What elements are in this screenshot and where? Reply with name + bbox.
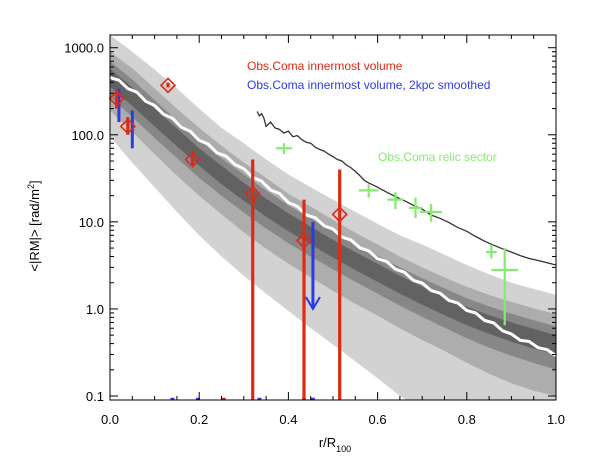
red-innermost-point (184, 151, 201, 168)
x-tick-label: 0.6 (369, 412, 387, 427)
relic-sector-line (256, 111, 556, 266)
green-relic-point (485, 244, 497, 259)
scatter-bands-layer (110, 35, 556, 400)
x-tick-label: 0.2 (190, 412, 208, 427)
relic-line-layer (256, 111, 556, 266)
band-inner (110, 61, 556, 370)
median-line (110, 76, 556, 357)
x-tick-label: 1.0 (547, 412, 565, 427)
x-tick-label: 0.0 (101, 412, 119, 427)
green-relic-point (275, 143, 292, 155)
blue-upper-limit-arrow (305, 221, 321, 311)
band-core (110, 69, 556, 355)
green-relic-point (408, 197, 423, 219)
red-innermost-point (331, 169, 348, 400)
y-axis-title-main: <|RM|> [rad/m (27, 189, 42, 272)
red-innermost-point (108, 89, 125, 109)
legend-layer: Obs.Coma innermost volume Obs.Coma innerm… (247, 59, 497, 164)
green-relic-point (491, 248, 519, 326)
svg-text:<|RM|> [rad/m2]: <|RM|> [rad/m2] (26, 180, 42, 271)
y-tick-label: 1.0 (86, 302, 104, 317)
red-innermost-point (119, 117, 136, 135)
legend-entry: Obs.Coma innermost volume, 2kpc smoothed (247, 78, 490, 92)
x-axis-title-main: r/R (319, 435, 336, 450)
y-axis-title-sup: 2 (26, 184, 36, 189)
y-tick-label: 0.1 (86, 389, 104, 404)
y-axis-title: <|RM|> [rad/m2] (26, 180, 42, 271)
y-tick-label: 1000.0 (64, 41, 104, 56)
legend-entry: Obs.Coma relic sector (378, 150, 497, 164)
green-relic-point (387, 192, 404, 210)
svg-text:r/R100: r/R100 (319, 435, 351, 454)
x-axis-title-sub: 100 (336, 444, 351, 454)
y-tick-label: 10.0 (79, 215, 104, 230)
x-axis-title: r/R100 (319, 435, 351, 454)
x-tick-label: 0.4 (279, 412, 297, 427)
y-tick-label: 100.0 (71, 128, 104, 143)
x-tick-label: 0.8 (458, 412, 476, 427)
y-axis-title-end: ] (27, 180, 42, 184)
red-innermost-point (159, 77, 177, 94)
axes-layer: 0.0 0.2 0.4 0.6 0.8 1.0 0.1 1.0 10.0 100.0 1000.0 (64, 34, 565, 427)
red-innermost-point (244, 159, 261, 400)
observation-points-layer (108, 77, 519, 401)
green-relic-point (419, 204, 443, 222)
red-innermost-point (295, 199, 313, 400)
legend-entry: Obs.Coma innermost volume (247, 59, 403, 73)
median-layer (110, 76, 556, 357)
green-relic-point (358, 184, 379, 198)
